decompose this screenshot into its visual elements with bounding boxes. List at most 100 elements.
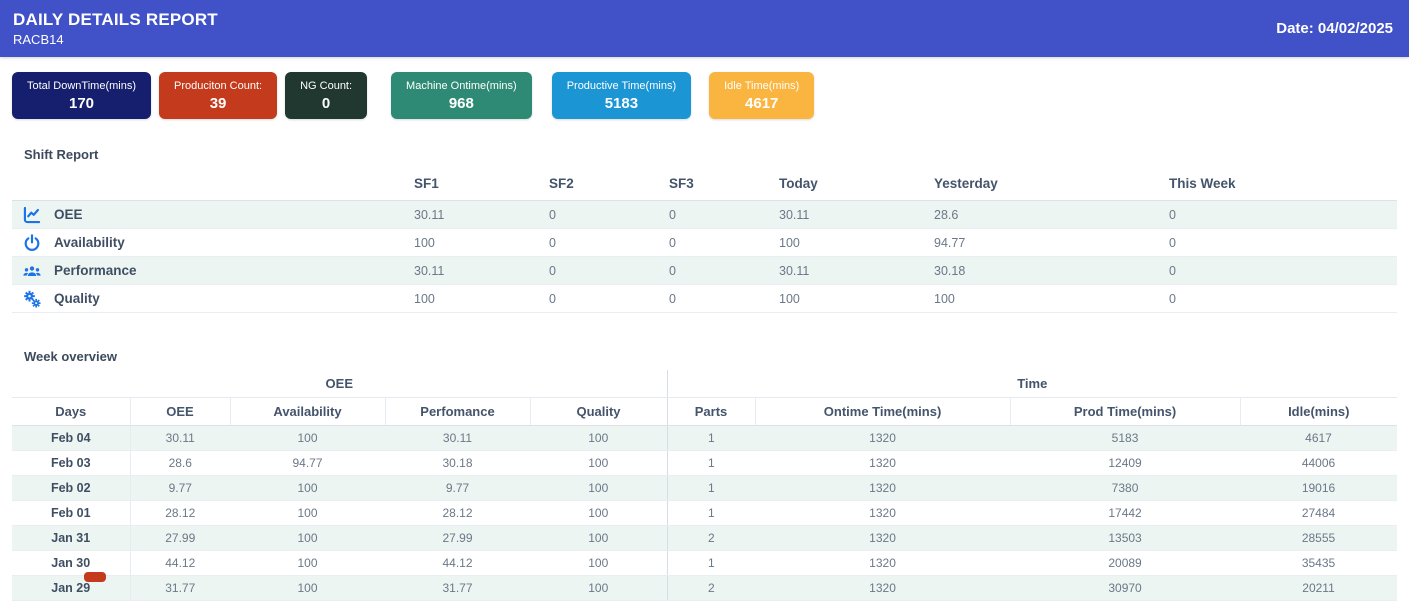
week-overview-column-header: Idle(mins)	[1239, 397, 1397, 426]
day-value: 100	[230, 550, 385, 576]
day-value: 100	[530, 450, 668, 476]
row-spacer	[1281, 228, 1397, 257]
day-value: 1320	[755, 425, 1011, 451]
day-label: Jan 29	[12, 575, 131, 601]
day-value: 2	[666, 525, 756, 551]
metric-value: 0	[545, 256, 665, 285]
day-value: 1	[666, 500, 756, 526]
row-spacer	[1281, 284, 1397, 313]
day-value: 1	[666, 550, 756, 576]
kpi-value: 170	[68, 95, 95, 112]
metric-value: 0	[545, 284, 665, 313]
report-body: Total DownTime(mins) 170 Produciton Count:…	[0, 72, 1409, 601]
day-value: 20211	[1240, 575, 1397, 601]
day-value: 28.12	[385, 500, 530, 526]
day-value: 100	[230, 500, 385, 526]
week-overview-row: Feb 02 9.77 100 9.77 100 1 1320 7380 19016	[12, 475, 1397, 501]
shift-report-row: Quality 100 0 0 100 100 0	[12, 284, 1397, 313]
kpi-card: NG Count: 0	[285, 72, 368, 119]
week-overview-row: Jan 30 44.12 100 44.12 100 1 1320 20089 35435	[12, 550, 1397, 576]
shift-report-column-header: Yesterday	[930, 168, 1165, 201]
red-partial-element	[84, 572, 106, 582]
metric-label: Quality	[50, 284, 410, 313]
row-spacer	[1281, 200, 1397, 229]
metric-value: 30.18	[930, 256, 1165, 285]
day-value: 5183	[1010, 425, 1241, 451]
day-label: Feb 02	[12, 475, 131, 501]
metric-value: 28.6	[930, 200, 1165, 229]
week-overview-row: Jan 29 31.77 100 31.77 100 2 1320 30970 20211	[12, 575, 1397, 601]
day-value: 30.11	[385, 425, 530, 451]
day-value: 100	[230, 525, 385, 551]
day-label: Feb 03	[12, 450, 131, 476]
week-overview-column-header: Prod Time(mins)	[1009, 397, 1241, 426]
shift-report-header-row: SF1 SF2 SF3 Today Yesterday This Week	[12, 168, 1397, 201]
day-value: 7380	[1010, 475, 1241, 501]
group-header: Time	[666, 370, 1397, 398]
metric-value: 0	[1165, 200, 1281, 229]
metric-value: 100	[930, 284, 1165, 313]
day-value: 30.11	[130, 425, 230, 451]
week-overview-row: Feb 03 28.6 94.77 30.18 100 1 1320 12409 44006	[12, 450, 1397, 476]
shift-report-header-spacer	[1281, 168, 1397, 201]
metric-value: 94.77	[930, 228, 1165, 257]
day-label: Jan 31	[12, 525, 131, 551]
week-overview-column-header: Quality	[529, 397, 668, 426]
kpi-card: Idle Time(mins) 4617	[709, 72, 815, 119]
day-value: 31.77	[130, 575, 230, 601]
metric-label: OEE	[50, 200, 410, 229]
metric-value: 30.11	[775, 256, 930, 285]
day-value: 100	[230, 475, 385, 501]
metric-value: 100	[775, 284, 930, 313]
report-date: Date: 04/02/2025	[1276, 20, 1393, 37]
day-value: 28555	[1240, 525, 1397, 551]
day-value: 12409	[1010, 450, 1241, 476]
day-value: 1320	[755, 450, 1011, 476]
week-overview-column-header: OEE	[129, 397, 230, 426]
day-value: 4617	[1240, 425, 1397, 451]
day-value: 1	[666, 425, 756, 451]
shift-report-column-header: This Week	[1165, 168, 1281, 201]
day-value: 2	[666, 575, 756, 601]
kpi-card: Machine Ontime(mins) 968	[391, 72, 532, 119]
metric-value: 0	[1165, 284, 1281, 313]
day-value: 100	[530, 475, 668, 501]
kpi-label: Idle Time(mins)	[724, 80, 800, 92]
day-value: 28.6	[130, 450, 230, 476]
shift-report-row: Availability 100 0 0 100 94.77 0	[12, 228, 1397, 257]
week-overview-group-row: OEE Time	[12, 370, 1397, 398]
kpi-label: Productive Time(mins)	[566, 80, 677, 92]
metric-value: 0	[665, 200, 775, 229]
day-value: 28.12	[130, 500, 230, 526]
day-label: Jan 30	[12, 550, 131, 576]
day-value: 27484	[1240, 500, 1397, 526]
day-label: Feb 04	[12, 425, 131, 451]
shift-report-row: Performance 30.11 0 0 30.11 30.18 0	[12, 256, 1397, 285]
kpi-label: Total DownTime(mins)	[27, 80, 137, 92]
day-value: 100	[230, 575, 385, 601]
users-icon	[12, 256, 50, 285]
day-value: 1	[666, 475, 756, 501]
kpi-label: Produciton Count:	[174, 80, 263, 92]
week-overview-column-header: Availability	[229, 397, 385, 426]
power-icon	[12, 228, 50, 257]
day-value: 1320	[755, 550, 1011, 576]
metric-value: 0	[545, 200, 665, 229]
metric-value: 30.11	[775, 200, 930, 229]
metric-value: 30.11	[410, 256, 545, 285]
day-value: 30.18	[385, 450, 530, 476]
metric-value: 100	[410, 284, 545, 313]
metric-value: 0	[665, 284, 775, 313]
shift-report-title: Shift Report	[24, 147, 99, 162]
day-value: 1320	[755, 475, 1011, 501]
metric-label: Performance	[50, 256, 410, 285]
line-chart-icon	[12, 200, 50, 229]
day-value: 94.77	[230, 450, 385, 476]
kpi-value: 968	[448, 95, 474, 112]
day-value: 27.99	[130, 525, 230, 551]
day-value: 9.77	[130, 475, 230, 501]
group-header: OEE	[12, 370, 668, 398]
week-overview-row: Jan 31 27.99 100 27.99 100 2 1320 13503 28555	[12, 525, 1397, 551]
kpi-card: Total DownTime(mins) 170	[12, 72, 152, 119]
day-value: 100	[530, 425, 668, 451]
